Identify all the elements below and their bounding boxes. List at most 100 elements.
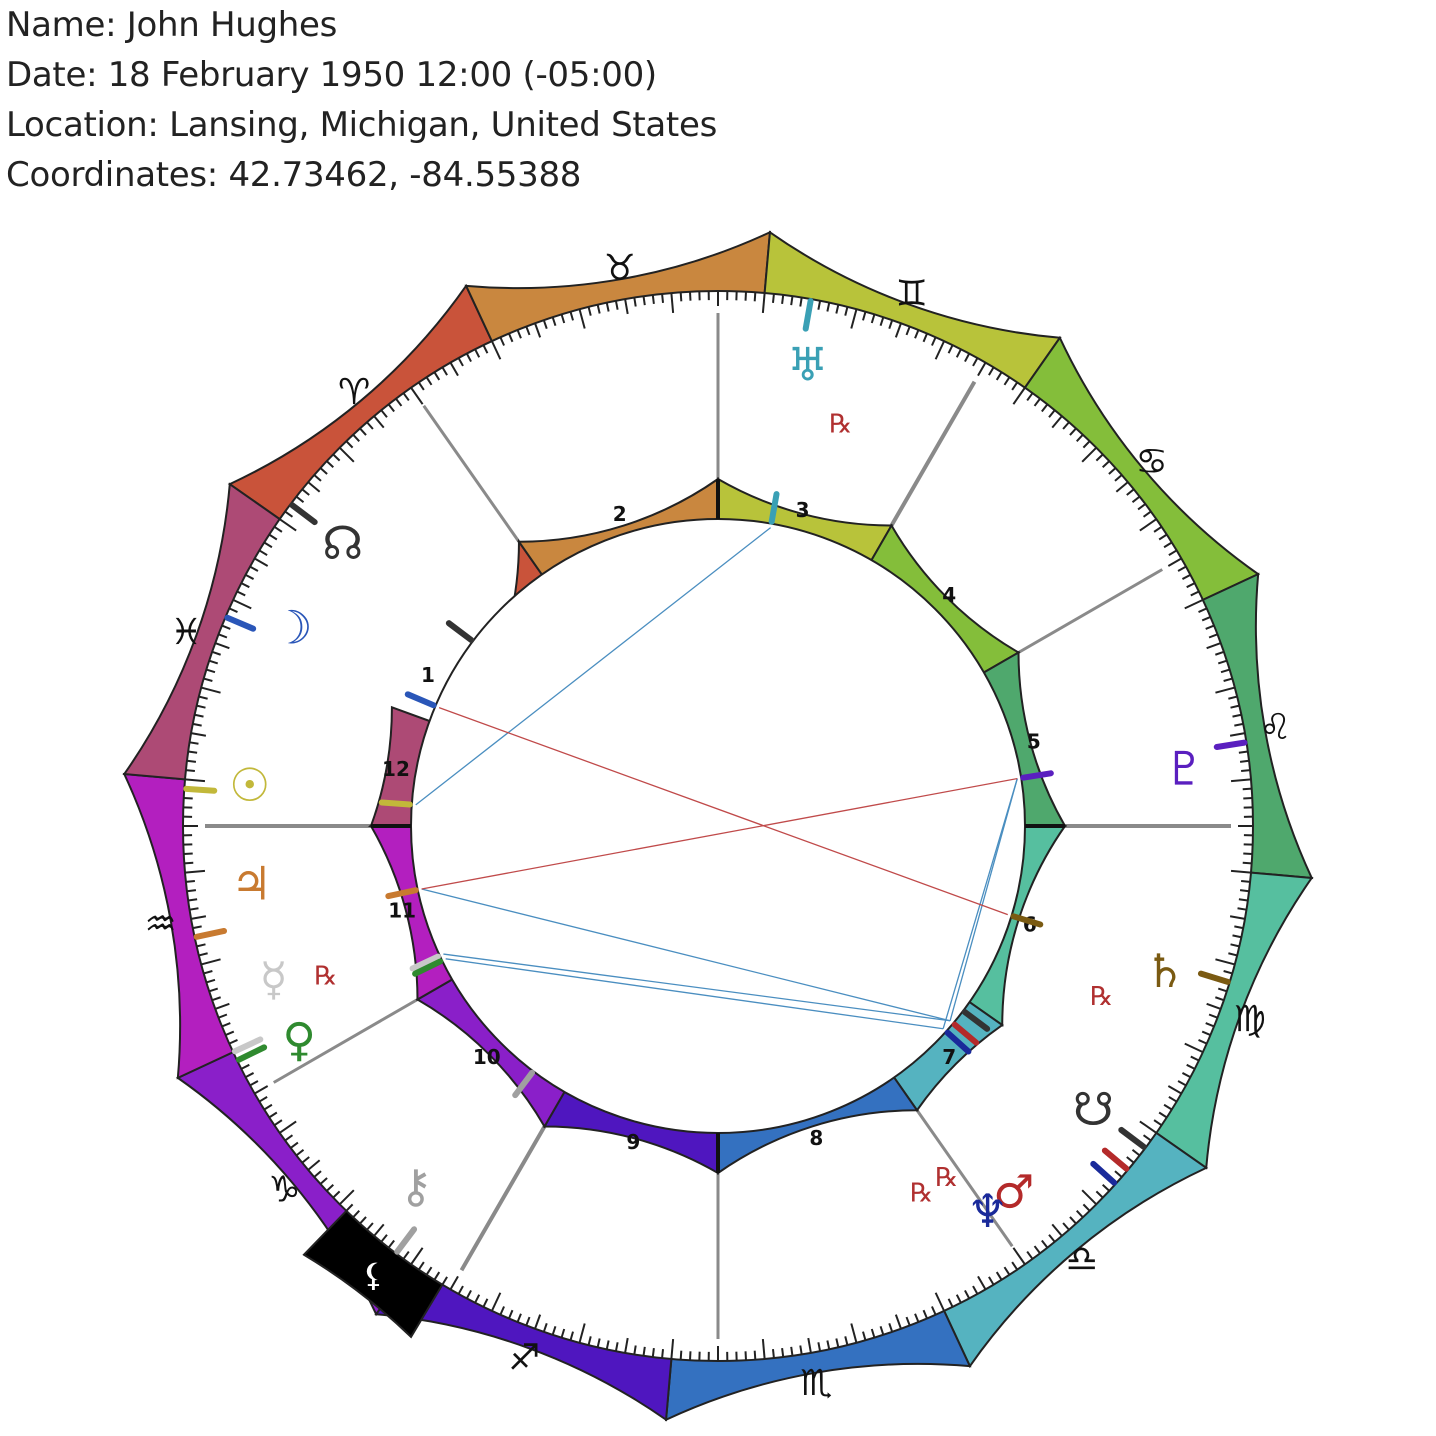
planet-glyphs: ☉☽☿♀℞♂℞♃♄℞♅℞♆℞♇⚷☊☋ (183, 298, 1248, 1255)
degree-tick (1137, 503, 1146, 511)
degree-tick (1003, 1266, 1011, 1276)
degree-tick (1215, 958, 1236, 966)
degree-tick (189, 741, 199, 745)
degree-tick (313, 474, 322, 482)
degree-tick (206, 978, 216, 984)
aspect-line-mars-pluto (949, 778, 1018, 1021)
degree-tick (799, 1345, 803, 1355)
degree-tick (1242, 787, 1252, 791)
degree-tick (1223, 970, 1233, 975)
degree-tick (596, 1338, 601, 1348)
degree-tick (249, 565, 259, 572)
degree-tick (441, 366, 448, 376)
degree-tick (499, 1306, 505, 1316)
mars-outer-marker (1101, 1147, 1130, 1172)
degree-tick (474, 1294, 481, 1304)
degree-tick (1114, 1170, 1123, 1178)
house-cusp-line-8 (915, 1109, 1014, 1248)
degree-tick (1181, 1072, 1191, 1079)
chiron-inner-marker (512, 1069, 536, 1099)
degree-tick (1115, 481, 1129, 493)
degree-tick (1026, 392, 1034, 402)
degree-tick (1167, 557, 1182, 567)
degree-tick (190, 732, 207, 737)
degree-tick (964, 353, 971, 363)
degree-tick (425, 1266, 433, 1276)
degree-tick (208, 659, 219, 665)
degree-tick (319, 1177, 328, 1185)
degree-tick (301, 1156, 310, 1164)
degree-tick (817, 300, 822, 310)
aspect-line-venus-neptune (445, 958, 944, 1030)
aspect-lines (415, 527, 1018, 1030)
degree-tick (441, 1276, 448, 1286)
degree-tick (418, 1261, 425, 1271)
degree-tick (184, 861, 194, 865)
degree-tick (1167, 1085, 1182, 1095)
degree-tick (894, 1314, 902, 1330)
house-cusp-line-11 (272, 998, 419, 1084)
degree-tick (955, 1294, 962, 1304)
degree-tick (1011, 1261, 1018, 1271)
degree-tick (188, 750, 198, 754)
degree-tick (614, 1342, 619, 1352)
sign-pisces-icon: ♓ (170, 612, 202, 653)
degree-tick (1102, 460, 1110, 469)
degree-tick (1139, 1120, 1157, 1134)
degree-tick (879, 316, 885, 327)
neptune-inner-marker (944, 1029, 972, 1055)
degree-tick (1131, 1149, 1141, 1157)
degree-tick (1198, 607, 1208, 613)
degree-tick (560, 314, 566, 324)
degree-tick (198, 952, 208, 957)
degree-tick (850, 308, 858, 329)
neptune-icon: ♆ (967, 1184, 1008, 1238)
degree-tick (184, 778, 206, 783)
degree-tick (578, 308, 586, 329)
degree-tick (203, 677, 213, 682)
north-node-inner-marker (445, 620, 475, 644)
degree-tick (1153, 1119, 1163, 1126)
degree-tick (947, 344, 954, 354)
degree-tick (465, 353, 472, 363)
degree-tick (249, 1080, 259, 1087)
lilith-icon: ⚸ (362, 1256, 385, 1294)
degree-tick (387, 403, 395, 413)
degree-tick (245, 573, 255, 580)
degree-tick (258, 1096, 268, 1103)
degree-tick (295, 495, 305, 503)
degree-tick (1186, 582, 1196, 589)
aspect-disc (410, 518, 1026, 1134)
degree-tick (633, 1345, 637, 1355)
degree-tick (192, 722, 202, 727)
degree-tick (345, 440, 354, 449)
degree-tick (1051, 1223, 1063, 1237)
degree-tick (185, 769, 195, 773)
degree-tick (542, 319, 548, 329)
degree-tick (905, 1316, 911, 1326)
degree-tick (1168, 549, 1178, 556)
degree-tick (1242, 861, 1252, 865)
house-ring: 123456789101112 (367, 477, 1067, 1175)
degree-tick (1163, 1103, 1173, 1111)
saturn-outer-marker (1197, 970, 1231, 985)
degree-tick (1238, 750, 1248, 754)
degree-tick (569, 1331, 574, 1341)
neptune-retrograde-label: ℞ (910, 1178, 933, 1208)
house-number-8: 8 (809, 1126, 823, 1150)
degree-tick (425, 376, 433, 386)
degree-tick (1012, 387, 1026, 405)
degree-tick (1082, 1203, 1091, 1212)
house-number-5: 5 (1027, 729, 1041, 753)
degree-tick (1062, 421, 1070, 430)
degree-tick (771, 1349, 775, 1359)
degree-tick (1158, 533, 1168, 541)
degree-tick (934, 340, 946, 360)
degree-tick (972, 357, 979, 367)
degree-tick (482, 1298, 489, 1308)
degree-tick (525, 1316, 531, 1326)
sign-gemini-icon: ♊ (895, 274, 927, 315)
house-number-4: 4 (942, 583, 956, 607)
degree-tick (214, 642, 230, 650)
